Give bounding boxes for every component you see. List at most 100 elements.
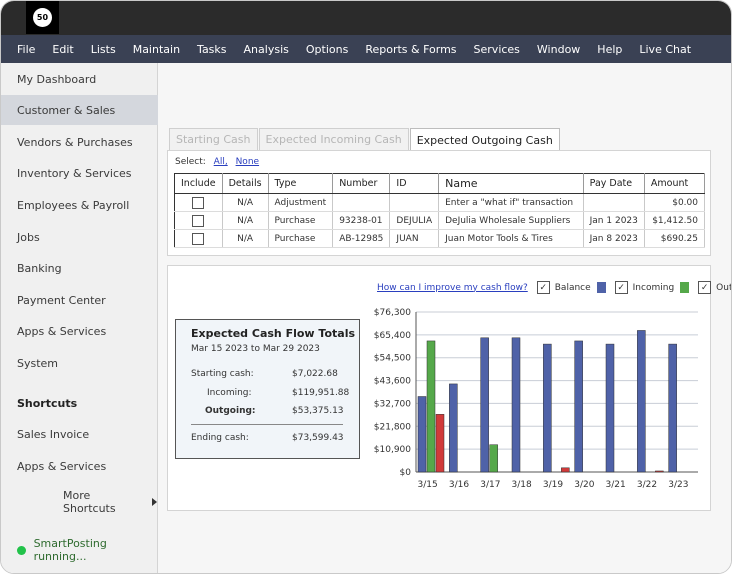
starting-cash-label: Starting cash: [191,369,254,379]
shortcuts-heading: Shortcuts [17,397,78,410]
column-header-details[interactable]: Details [222,173,269,194]
details-cell[interactable]: N/A [222,193,269,212]
menu-window[interactable]: Window [536,42,581,56]
more-shortcuts-button[interactable]: More Shortcuts [63,489,157,515]
amount-cell: $0.00 [644,193,706,212]
menu-bar: File Edit Lists Maintain Tasks Analysis … [1,35,731,63]
name-cell: Juan Motor Tools & Tires [438,229,584,248]
x-tick-label: 3/23 [668,480,688,490]
balance-bar [574,340,583,473]
balance-checkbox[interactable]: ✓ [536,281,550,294]
menu-services[interactable]: Services [473,42,520,56]
column-header-id[interactable]: ID [389,173,440,194]
cash-flow-totals: Expected Cash Flow Totals Mar 15 2023 to… [175,319,360,459]
improve-cash-flow-link[interactable]: How can I improve my cash flow? [377,282,528,293]
outgoing-bar [561,467,570,473]
totals-date-range: Mar 15 2023 to Mar 29 2023 [191,344,320,354]
shortcut-sales-invoice[interactable]: Sales Invoice [17,427,90,441]
tab-expected-incoming-cash[interactable]: Expected Incoming Cash [258,128,409,150]
column-header-pay-date[interactable]: Pay Date [583,173,645,194]
pay-date-cell [583,193,645,212]
outgoing-checkbox[interactable]: ✓ [698,281,712,294]
sidebar-item-employees-payroll[interactable]: Employees & Payroll [17,198,130,212]
x-tick-label: 3/20 [574,480,594,490]
number-cell: AB-12985 [332,229,391,248]
sidebar-item-apps-services[interactable]: Apps & Services [17,324,107,338]
column-header-name[interactable]: Name [438,173,584,194]
sidebar-item-inventory-services[interactable]: Inventory & Services [17,166,132,180]
outgoing-bar [655,470,664,473]
tab-expected-outgoing-cash[interactable]: Expected Outgoing Cash [409,128,560,151]
table-row[interactable]: N/A Purchase AB-12985 JUAN Juan Motor To… [174,229,706,248]
cash-tabs: Starting Cash Expected Incoming Cash Exp… [169,128,561,151]
menu-file[interactable]: File [17,42,36,56]
title-bar: 50 [1,1,731,35]
sidebar-item-jobs[interactable]: Jobs [17,230,40,244]
name-cell[interactable]: Enter a "what if" transaction [438,193,584,212]
shortcut-apps-services[interactable]: Apps & Services [17,459,107,473]
legend-balance-swatch [596,282,606,293]
include-checkbox[interactable] [192,214,205,227]
menu-edit[interactable]: Edit [52,42,74,56]
sidebar-item-system[interactable]: System [17,356,59,370]
column-header-include[interactable]: Include [174,173,223,194]
x-tick-label: 3/16 [449,480,469,490]
more-shortcuts-label: More Shortcuts [63,489,116,515]
select-none-link[interactable]: None [235,157,260,167]
id-cell [389,193,440,212]
totals-divider [191,424,343,425]
menu-reports-forms[interactable]: Reports & Forms [365,42,457,56]
y-tick-label: $54,500 [374,354,411,364]
x-tick-label: 3/15 [418,480,438,490]
type-cell: Adjustment [268,193,334,212]
legend-incoming-label: Incoming [632,282,675,293]
type-cell: Purchase [268,229,334,248]
sidebar-item-vendors-purchases[interactable]: Vendors & Purchases [17,135,133,149]
column-header-amount[interactable]: Amount [644,173,706,194]
details-cell[interactable]: N/A [222,229,269,248]
table-row[interactable]: N/A Adjustment Enter a "what if" transac… [174,193,706,212]
outgoing-bar [435,414,445,473]
menu-maintain[interactable]: Maintain [132,42,181,56]
logo-mark: 50 [33,8,52,27]
menu-analysis[interactable]: Analysis [243,42,289,56]
sidebar-item-banking[interactable]: Banking [17,261,62,275]
menu-options[interactable]: Options [305,42,349,56]
outgoing-label: Outgoing: [205,406,256,416]
menu-help[interactable]: Help [597,42,623,56]
starting-cash-value: $7,022.68 [292,369,338,379]
include-cell [174,211,223,230]
menu-tasks[interactable]: Tasks [197,42,227,56]
incoming-value: $119,951.88 [292,388,350,398]
name-cell: DeJulia Wholesale Suppliers [438,211,584,230]
number-cell: 93238-01 [332,211,391,230]
smartposting-status[interactable]: SmartPosting running... [17,537,157,563]
menu-live-chat[interactable]: Live Chat [639,42,692,56]
column-header-number[interactable]: Number [332,173,391,194]
sidebar-item-payment-center[interactable]: Payment Center [17,293,106,307]
column-header-type[interactable]: Type [268,173,334,194]
y-tick-label: $43,600 [374,377,411,387]
include-cell [174,193,223,212]
table-row[interactable]: N/A Purchase 93238-01 DEJULIA DeJulia Wh… [174,211,706,230]
incoming-checkbox[interactable]: ✓ [614,281,628,294]
sidebar-item-customer-sales[interactable]: Customer & Sales [1,95,158,125]
details-cell[interactable]: N/A [222,211,269,230]
x-tick-label: 3/19 [543,480,563,490]
select-controls: Select: All, None [175,157,259,167]
sidebar-item-dashboard[interactable]: My Dashboard [17,72,97,86]
smartposting-label: SmartPosting running... [33,537,107,563]
totals-title: Expected Cash Flow Totals [191,327,356,340]
incoming-label: Incoming: [207,388,252,398]
app-logo[interactable]: 50 [26,1,59,34]
include-checkbox[interactable] [192,196,205,209]
ending-cash-value: $73,599.43 [292,433,344,443]
select-all-link[interactable]: All, [213,157,228,167]
menu-lists[interactable]: Lists [90,42,116,56]
balance-bar [511,337,521,473]
include-checkbox[interactable] [192,232,205,245]
y-tick-label: $10,900 [374,445,411,455]
tab-starting-cash[interactable]: Starting Cash [169,128,258,150]
balance-bar [417,396,427,473]
